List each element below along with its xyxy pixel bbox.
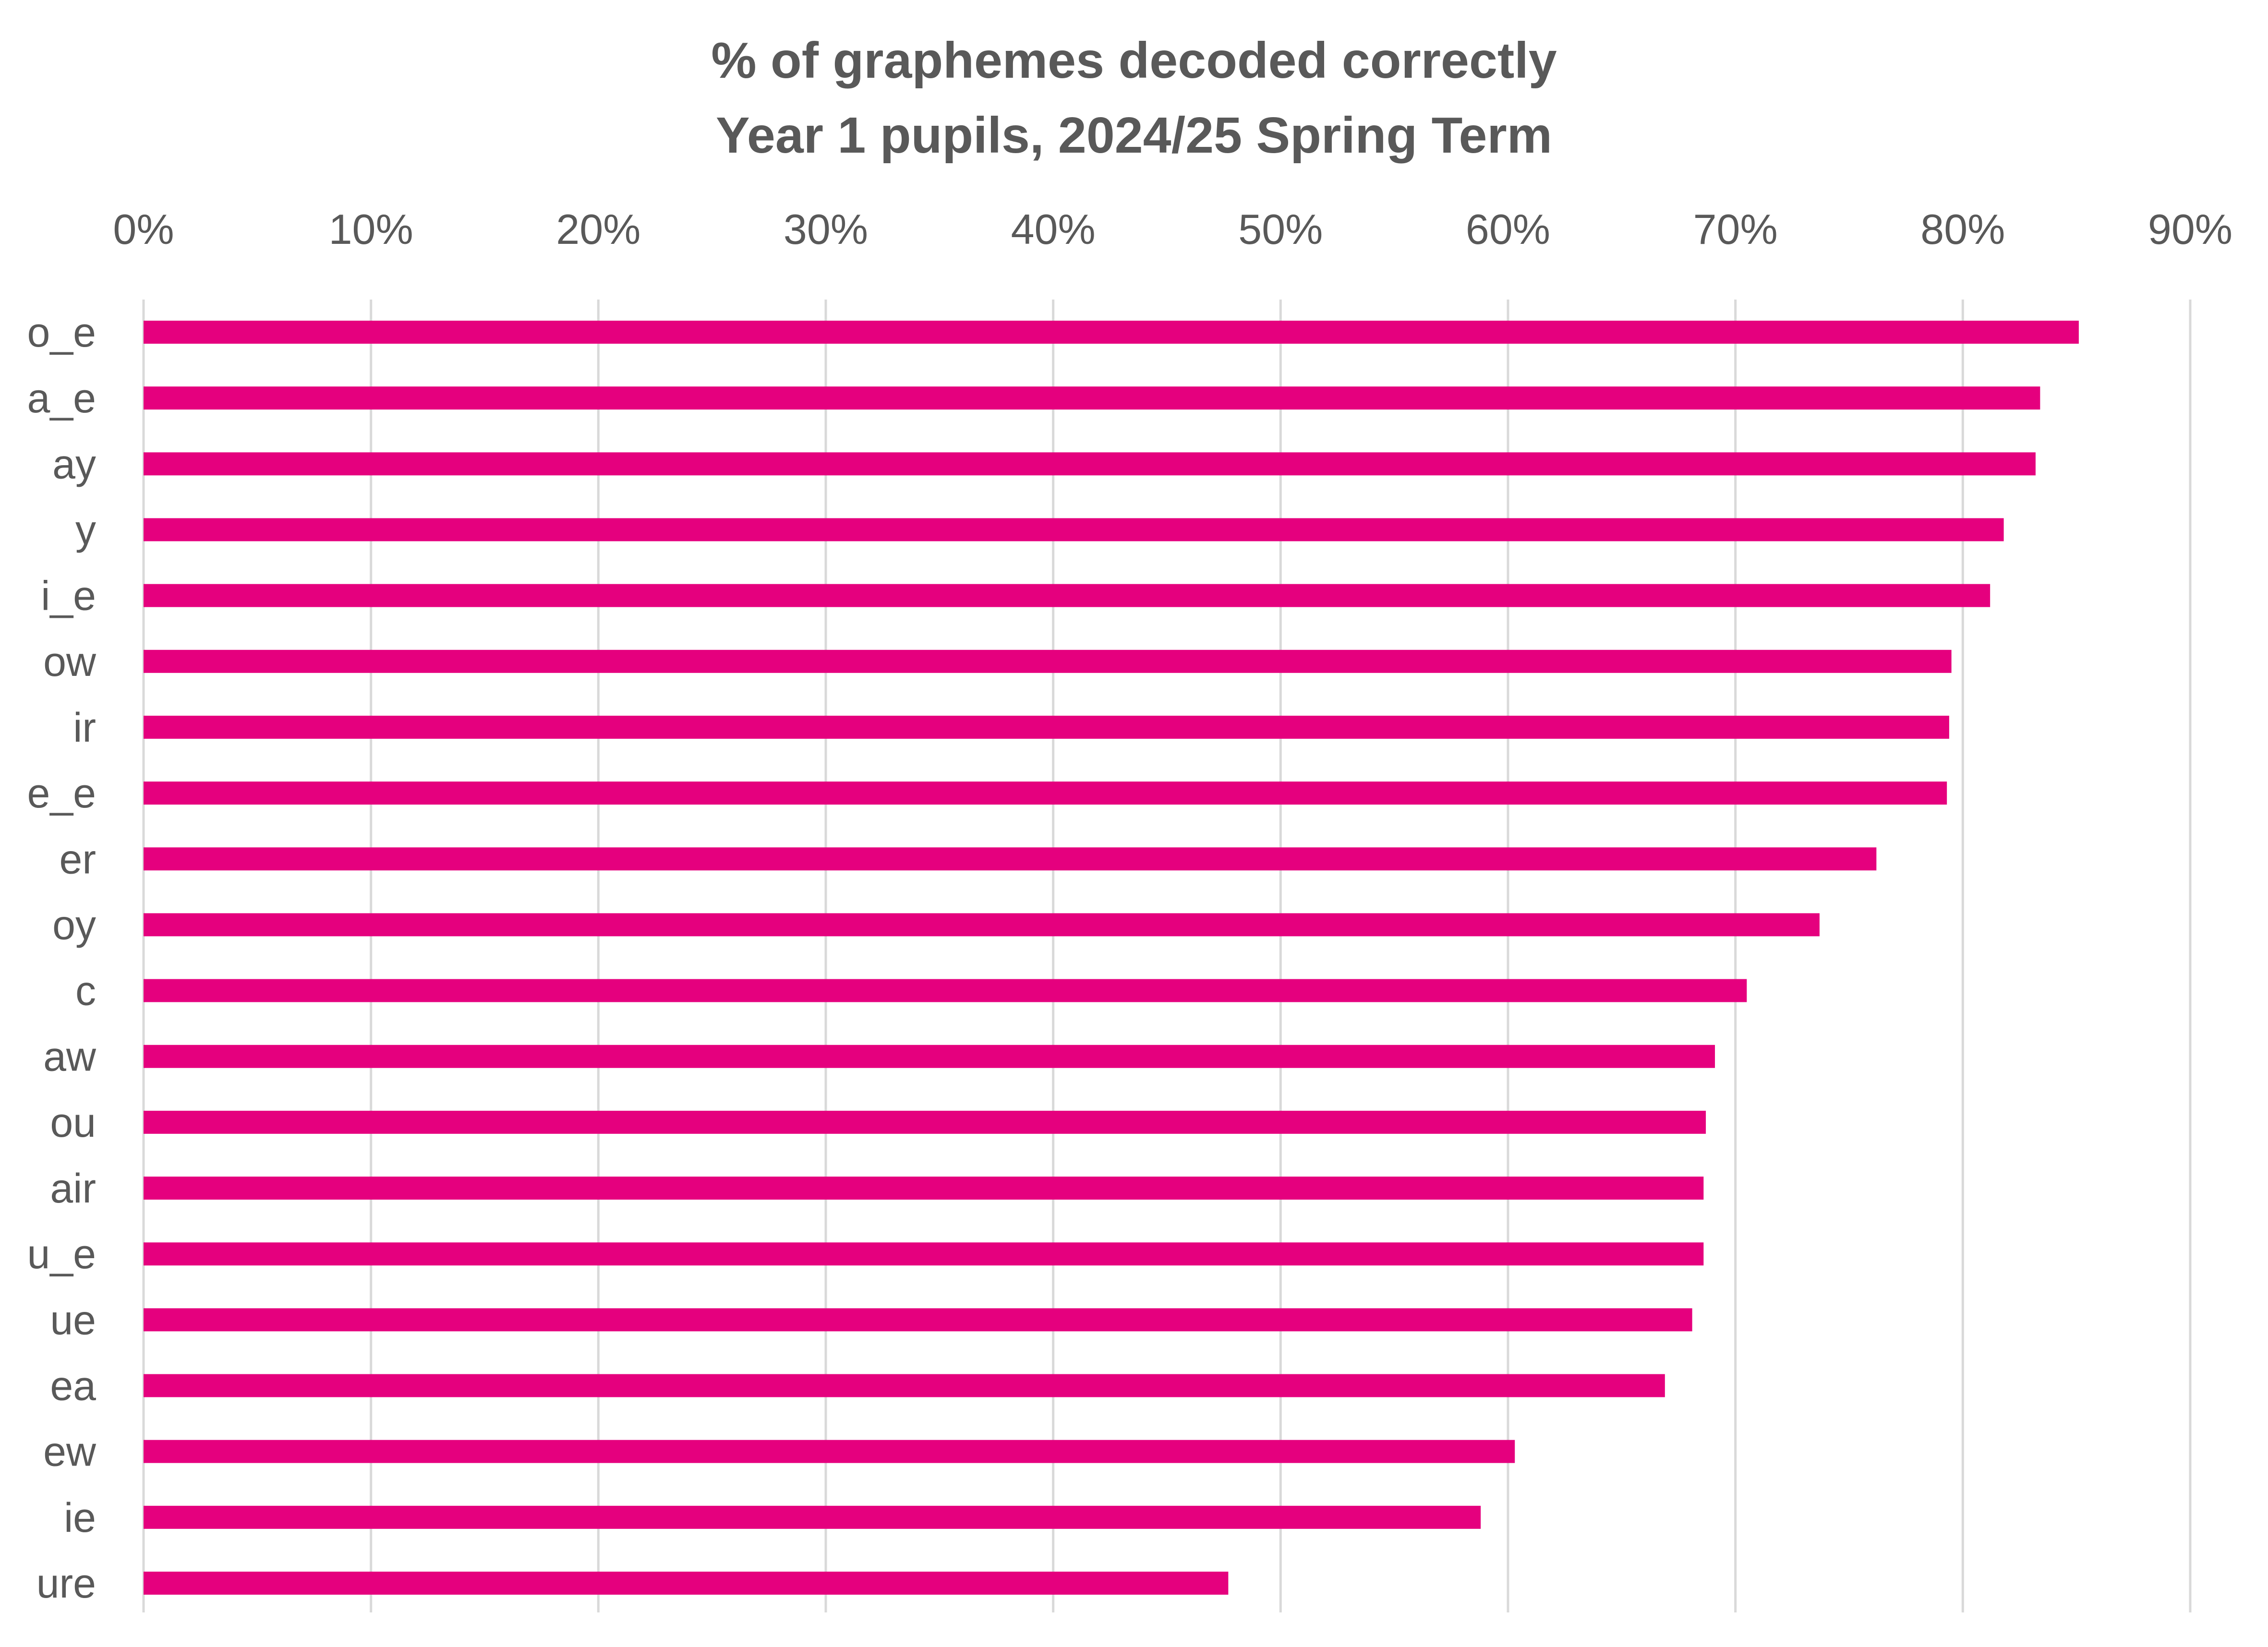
- category-label: ay: [52, 441, 96, 487]
- category-label: ow: [43, 639, 97, 685]
- x-tick-label: 90%: [2148, 205, 2232, 253]
- bar: [144, 1505, 1481, 1529]
- chart-title: % of graphemes decoded correctly: [711, 32, 1556, 89]
- x-tick-label: 70%: [1693, 205, 1778, 253]
- bar: [144, 1177, 1704, 1200]
- category-label: c: [75, 968, 96, 1014]
- bar: [144, 1045, 1715, 1068]
- y-axis-category-labels: o_e a_eay y i_eow ir e_eer oy c aw ou air u_eue ea ew…: [27, 310, 97, 1607]
- category-label: o_e: [27, 310, 97, 356]
- category-label: ou: [50, 1100, 96, 1146]
- category-label: er: [60, 836, 96, 882]
- x-axis-tick-labels: 0% 10% 20% 30% 40% 50% 60% 70% 80% 90%: [113, 205, 2232, 253]
- category-label: aw: [43, 1034, 97, 1080]
- gridlines: [142, 300, 2192, 1612]
- category-label: y: [75, 507, 96, 553]
- category-label: ir: [73, 705, 96, 751]
- x-tick-label: 30%: [784, 205, 868, 253]
- bar: [144, 386, 2040, 410]
- x-tick-label: 80%: [1920, 205, 2005, 253]
- bar: [144, 1440, 1515, 1463]
- category-label: ea: [50, 1363, 96, 1409]
- category-label: i_e: [41, 573, 96, 619]
- bar: [144, 584, 1991, 607]
- x-tick-label: 40%: [1011, 205, 1096, 253]
- bar: [144, 452, 2036, 476]
- bar: [144, 518, 2004, 541]
- bar: [144, 913, 1820, 937]
- category-label: ure: [36, 1561, 96, 1607]
- bar: [144, 1110, 1706, 1134]
- bar: [144, 715, 1949, 739]
- bar: [144, 781, 1947, 805]
- category-label: u_e: [27, 1231, 97, 1277]
- bar: [144, 1374, 1665, 1397]
- bar: [144, 649, 1952, 673]
- x-tick-label: 0%: [113, 205, 174, 253]
- category-label: oy: [52, 902, 96, 948]
- bar: [144, 321, 2079, 344]
- category-label: ue: [50, 1297, 96, 1343]
- bar: [144, 847, 1877, 871]
- x-tick-label: 20%: [556, 205, 640, 253]
- x-tick-label: 10%: [329, 205, 413, 253]
- x-tick-label: 50%: [1238, 205, 1323, 253]
- category-label: air: [50, 1166, 96, 1212]
- x-tick-label: 60%: [1466, 205, 1550, 253]
- chart-subtitle: Year 1 pupils, 2024/25 Spring Term: [716, 107, 1552, 164]
- bar: [144, 979, 1747, 1002]
- category-label: ie: [64, 1495, 96, 1541]
- bars: [144, 321, 2079, 1595]
- bar: [144, 1242, 1704, 1266]
- bar: [144, 1572, 1229, 1595]
- bar: [144, 1308, 1692, 1332]
- category-label: e_e: [27, 770, 97, 817]
- category-label: ew: [43, 1429, 97, 1475]
- category-label: a_e: [27, 375, 97, 421]
